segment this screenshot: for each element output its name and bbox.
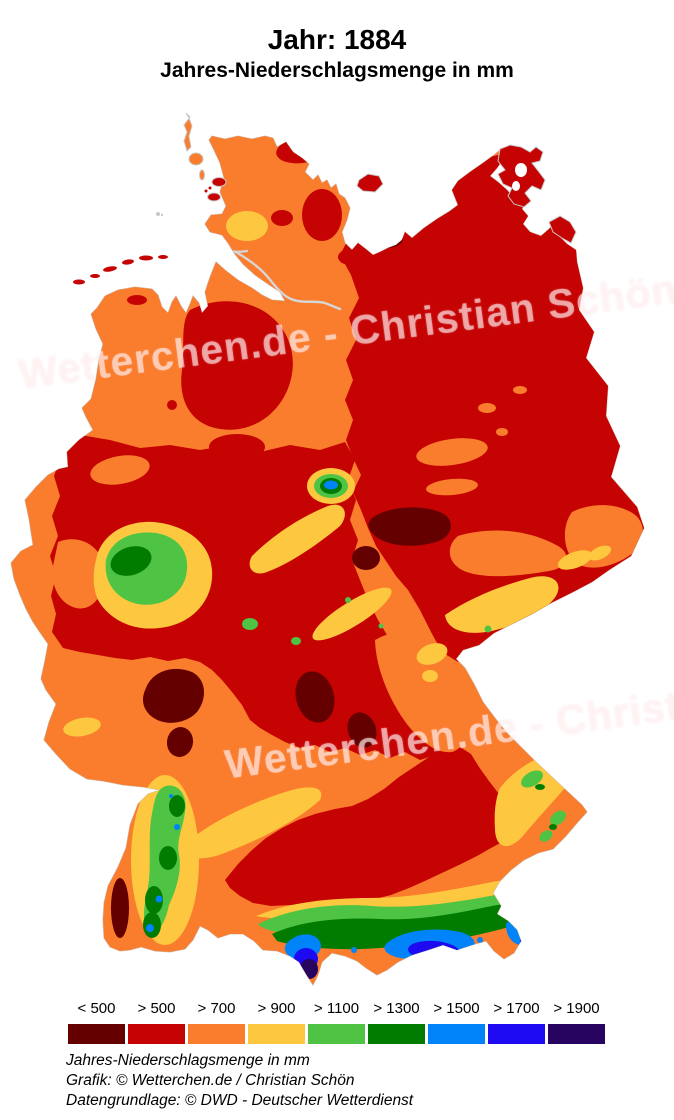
legend-swatch [428, 1024, 485, 1044]
precipitation-legend: < 500 > 500 > 700 > 900 > 1100 > 1300 > 1500 > … [68, 1000, 605, 1044]
legend-swatch [248, 1024, 305, 1044]
legend-label: > 1500 [433, 1000, 480, 1017]
legend-swatch [188, 1024, 245, 1044]
legend-swatch [548, 1024, 605, 1044]
map-credits: Jahres-Niederschlagsmenge in mm Grafik: … [66, 1051, 413, 1111]
amrum-island [199, 169, 205, 181]
legend-label: < 500 [77, 1000, 116, 1017]
legend-label: > 900 [257, 1000, 296, 1017]
legend-swatch [308, 1024, 365, 1044]
helgoland-island [160, 213, 164, 217]
legend-label: > 1900 [553, 1000, 600, 1017]
legend-label: > 700 [197, 1000, 236, 1017]
fehmarn-island [356, 173, 384, 193]
usedom-island [548, 215, 577, 244]
credits-line-datatype: Jahres-Niederschlagsmenge in mm [66, 1052, 310, 1069]
ruegen-lagoon [512, 181, 520, 191]
legend-swatch [368, 1024, 425, 1044]
ruegen-lagoon [515, 163, 527, 177]
precip-gt1300-regions [110, 478, 557, 950]
helgoland-island [156, 212, 160, 216]
east-frisian-islands [73, 255, 168, 285]
legend-labels-row: < 500 > 500 > 700 > 900 > 1100 > 1300 > 1500 > … [68, 1000, 605, 1017]
page-title: Jahr: 1884 [267, 24, 407, 55]
hallig-island [204, 189, 208, 193]
legend-swatch [128, 1024, 185, 1044]
page-subtitle: Jahres-Niederschlagsmenge in mm [160, 59, 514, 82]
hallig-island [208, 186, 212, 190]
legend-label: > 500 [137, 1000, 176, 1017]
legend-swatch [68, 1024, 125, 1044]
foehr-island [188, 152, 204, 166]
legend-label: > 1700 [493, 1000, 540, 1017]
precip-gt700-patches [52, 386, 643, 753]
islands [73, 112, 577, 285]
pellworm-island [211, 177, 227, 187]
nordstrand-island [207, 192, 221, 202]
precip-lt500-regions [111, 231, 493, 938]
credits-line-graphic: Grafik: © Wetterchen.de / Christian Schö… [66, 1072, 355, 1089]
legend-swatch [488, 1024, 545, 1044]
legend-label: > 1300 [373, 1000, 420, 1017]
elbe-river [234, 250, 342, 311]
legend-label: > 1100 [313, 1000, 360, 1017]
sylt-island [183, 112, 193, 152]
credits-line-source: Datengrundlage: © DWD - Deutscher Wetter… [66, 1092, 414, 1109]
legend-swatches-row [68, 1017, 605, 1044]
